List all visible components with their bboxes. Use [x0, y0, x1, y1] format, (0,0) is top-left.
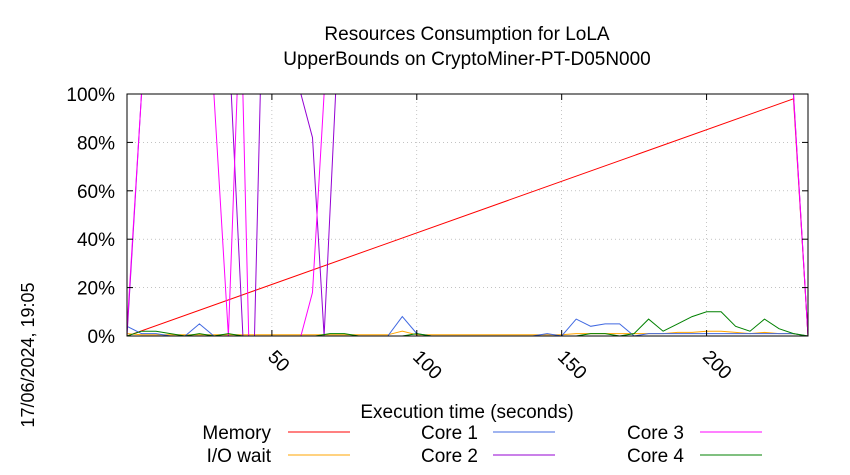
x-tick-label: 200	[698, 347, 735, 384]
series-line-i-o-wait	[126, 330, 809, 337]
legend-label-core-3: Core 3	[627, 423, 684, 444]
x-axis-label: Execution time (seconds)	[360, 402, 573, 423]
x-tick-label: 50	[263, 347, 293, 377]
chart-title: Resources Consumption for LoLA	[324, 24, 609, 45]
y-tick-label: 100%	[66, 85, 115, 106]
ticks: 0% 20% 40% 60% 80% 100% 50 100 150 200	[66, 85, 808, 384]
y-tick-label: 20%	[77, 279, 115, 300]
chart-subtitle: UpperBounds on CryptoMiner-PT-D05N000	[283, 49, 651, 70]
y-tick-label: 0%	[88, 327, 116, 348]
y-tick-label: 60%	[77, 182, 115, 203]
x-tick-label: 150	[553, 347, 590, 384]
legend-label-core-4: Core 4	[627, 446, 684, 467]
legend-label-core-1: Core 1	[421, 423, 478, 444]
legend-label-memory: Memory	[202, 423, 271, 444]
x-tick-label: 100	[408, 347, 445, 384]
grid	[127, 94, 808, 336]
plot-frame	[126, 93, 809, 337]
series-line-memory	[126, 98, 809, 337]
series-group	[126, 93, 809, 337]
legend-label-i-o-wait: I/O wait	[207, 446, 272, 467]
y-tick-label: 40%	[77, 230, 115, 251]
y-tick-label: 80%	[77, 133, 115, 154]
legend-label-core-2: Core 2	[421, 446, 478, 467]
timestamp-label: 17/06/2024, 19:05	[18, 282, 38, 427]
